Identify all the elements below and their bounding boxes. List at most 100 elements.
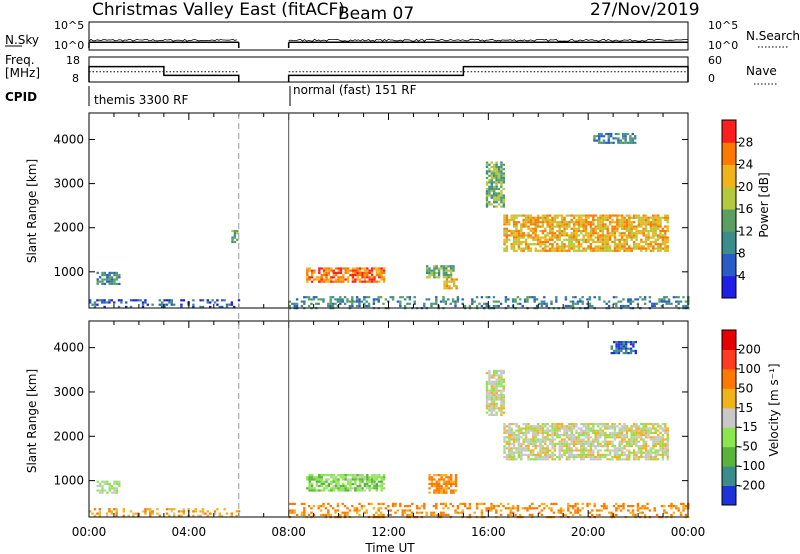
data-cell [432,302,436,305]
data-cell [640,429,643,432]
data-cell [118,276,121,279]
data-cell [553,240,557,244]
data-cell [522,442,525,445]
data-cell [526,507,529,510]
data-cell [599,445,602,448]
data-cell [618,445,621,448]
data-cell [325,474,328,477]
data-cell [577,434,581,437]
data-cell [485,396,489,399]
data-cell [635,458,638,461]
data-cell [675,300,678,303]
data-cell [503,423,506,426]
data-cell [320,476,323,479]
data-cell [610,141,613,144]
data-cell [661,236,665,239]
data-cell [199,514,202,517]
data-cell [490,190,493,193]
colorbar-tick-label: 50 [738,381,753,395]
data-cell [570,234,573,237]
data-cell [558,442,561,445]
data-cell [584,225,588,228]
data-cell [375,298,378,301]
data-cell [587,238,590,241]
data-cell [495,402,498,405]
data-cell [377,502,380,505]
data-cell [608,223,612,226]
data-cell [658,300,661,303]
data-cell [568,423,571,426]
data-cell [337,478,340,481]
data-cell [546,431,549,434]
data-cell [620,442,624,445]
data-cell [539,229,542,233]
data-cell [565,214,569,217]
data-cell [623,223,626,226]
data-cell [237,510,241,513]
data-cell [582,238,585,241]
data-cell [346,271,350,274]
data-cell [380,482,383,485]
data-cell [544,236,547,239]
data-cell [644,458,648,461]
data-cell [384,507,388,510]
data-cell [488,369,491,372]
data-cell [443,282,446,285]
data-cell [163,303,166,306]
data-cell [611,445,614,448]
data-cell [582,249,585,252]
data-cell [649,451,653,454]
nsky-tick-top: 10^5 [54,19,84,32]
data-cell [315,276,319,279]
data-cell [325,269,328,272]
data-cell [563,238,566,241]
data-cell [608,234,612,237]
data-cell [544,436,547,439]
data-cell [663,296,666,299]
data-cell [510,449,513,452]
data-cell [363,269,367,272]
data-cell [502,205,505,208]
data-cell [129,510,133,513]
data-cell [440,491,443,494]
data-cell [608,434,612,437]
data-cell [524,453,528,456]
data-cell [98,508,101,511]
data-cell [624,132,627,136]
data-cell [367,296,371,299]
data-cell [300,300,304,303]
data-cell [110,278,114,281]
data-cell [427,298,431,301]
data-cell [508,221,511,224]
data-cell [493,391,496,394]
data-cell [635,227,638,230]
data-cell [512,238,516,241]
data-cell [571,300,575,303]
data-cell [534,431,537,434]
power-ylabel: Slant Range [km] [25,159,39,263]
data-cell [312,505,316,508]
data-cell [454,304,457,308]
data-cell [110,487,114,490]
data-cell [589,449,593,452]
data-cell [593,502,596,505]
data-cell [384,298,388,301]
data-cell [637,425,641,428]
data-cell [625,343,628,346]
data-cell [661,229,665,233]
data-cell [485,304,488,308]
data-cell [108,274,111,277]
data-cell [517,451,521,454]
data-cell [607,300,611,303]
data-cell [497,304,500,308]
data-cell [553,429,557,432]
data-cell [536,218,540,222]
data-cell [630,238,633,241]
data-cell [534,427,537,430]
data-cell [546,240,549,244]
data-cell [661,243,665,246]
data-cell [101,280,104,283]
data-cell [612,513,616,516]
data-cell [611,458,614,461]
